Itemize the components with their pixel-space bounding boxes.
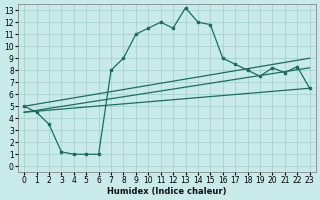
X-axis label: Humidex (Indice chaleur): Humidex (Indice chaleur): [107, 187, 227, 196]
